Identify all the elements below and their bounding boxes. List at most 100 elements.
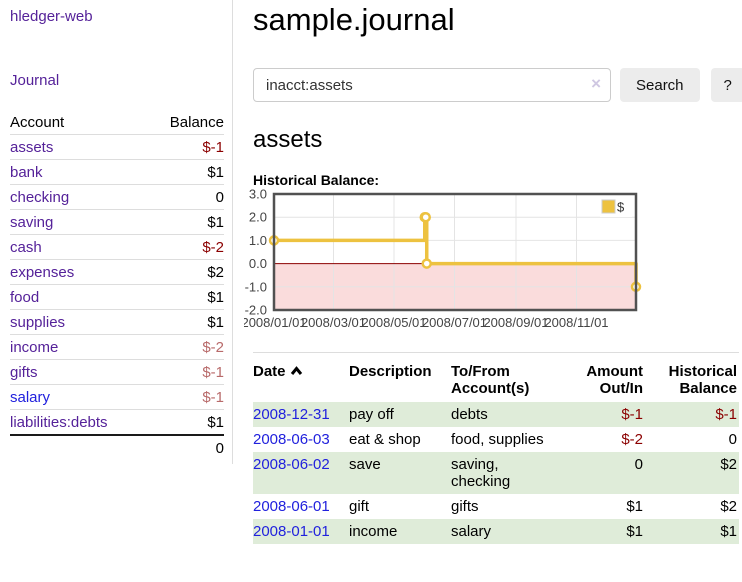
register-row: 2008-01-01 income salary $1 $1 [253,519,739,544]
transaction-amount: $1 [626,498,643,515]
transaction-accounts: debts [451,406,488,423]
account-row: salary $-1 [10,384,224,410]
journal-link[interactable]: Journal [10,72,60,89]
main-content: sample.journal × Search ? assets Histori… [233,0,742,544]
register-row: 2008-06-03 eat & shop food, supplies $-2… [253,427,739,452]
register-header-description: Description [349,363,432,380]
transaction-amount: $-1 [621,406,643,423]
account-row: bank $1 [10,159,224,185]
register-header-accounts: To/From Account(s) [451,363,530,397]
register-table: Date Description To/From Account(s) Amou… [253,352,739,544]
account-balance: $1 [147,159,224,185]
account-balance: $-2 [147,334,224,360]
register-row: 2008-06-01 gift gifts $1 $2 [253,494,739,519]
account-link-gifts[interactable]: gifts [10,364,38,381]
account-link-bank[interactable]: bank [10,164,43,181]
accounts-header-account: Account [10,110,148,135]
transaction-balance: 0 [728,431,737,448]
svg-text:2008/01/01: 2008/01/01 [244,315,307,330]
account-row: saving $1 [10,209,224,235]
account-balance: $-1 [147,384,224,410]
account-link-saving[interactable]: saving [10,214,54,231]
transaction-description: income [349,523,398,540]
account-link-salary[interactable]: salary [10,389,51,406]
help-button[interactable]: ? [710,68,742,102]
svg-text:$: $ [617,200,625,215]
account-link-checking[interactable]: checking [10,189,70,206]
transaction-description: pay off [349,406,394,423]
account-row: cash $-2 [10,234,224,260]
balance-chart: 3.0 2.0 1.0 0.0 -1.0 -2.0 2008/01/01 2008/03/01… [241,187,742,336]
transaction-balance: $2 [720,498,737,515]
account-balance: $1 [147,209,224,235]
clear-search-icon[interactable]: × [591,74,601,93]
account-row: assets $-1 [10,134,224,160]
account-link-cash[interactable]: cash [10,239,42,256]
transaction-amount: $1 [626,523,643,540]
svg-text:2008/03/01: 2008/03/01 [301,315,366,330]
account-row: gifts $-1 [10,359,224,385]
account-balance: $1 [147,284,224,310]
transaction-balance: $-1 [715,406,737,423]
account-balance: $1 [147,309,224,335]
account-link-expenses[interactable]: expenses [10,264,75,281]
svg-text:2.0: 2.0 [249,210,267,225]
sidebar: hledger-web Journal Account Balance asse… [0,0,233,464]
account-balance: $1 [147,409,224,436]
chart-title: Historical Balance: [253,172,380,188]
account-balance: $-1 [147,134,224,160]
account-row: checking 0 [10,184,224,210]
svg-text:3.0: 3.0 [249,189,267,202]
transaction-accounts: salary [451,523,492,540]
account-link-liabilities-debts[interactable]: liabilities:debts [10,414,108,431]
register-row: 2008-12-31 pay off debts $-1 $-1 [253,402,739,427]
brand-link[interactable]: hledger-web [10,8,93,25]
account-row: expenses $2 [10,259,224,285]
account-link-assets[interactable]: assets [10,139,54,156]
account-link-supplies[interactable]: supplies [10,314,66,331]
account-row: liabilities:debts $1 [10,409,224,436]
transaction-description: gift [349,498,370,515]
register-header-date-label: Date [253,363,286,380]
accounts-header-balance: Balance [147,110,224,135]
transaction-date-link[interactable]: 2008-06-03 [253,431,330,448]
accounts-total: 0 [215,440,224,457]
app-layout: hledger-web Journal Account Balance asse… [0,0,742,544]
account-row: supplies $1 [10,309,224,335]
account-row: food $1 [10,284,224,310]
accounts-table: Account Balance assets $-1 bank $1 check… [10,110,224,460]
account-balance: 0 [147,184,224,210]
account-link-food[interactable]: food [10,289,40,306]
account-heading: assets [253,126,323,153]
transaction-amount: $-2 [621,431,643,448]
sort-asc-icon [290,363,303,380]
svg-text:2008/05/01: 2008/05/01 [361,315,426,330]
transaction-description: eat & shop [349,431,421,448]
account-link-income[interactable]: income [10,339,59,356]
svg-text:2008/11/01: 2008/11/01 [544,315,608,330]
balance-chart-svg: 3.0 2.0 1.0 0.0 -1.0 -2.02008/01/012008/03/01… [241,187,642,330]
register-row: 2008-06-02 save saving, checking 0 $2 [253,452,739,494]
transaction-date-link[interactable]: 2008-06-01 [253,498,330,515]
register-header-date[interactable]: Date [253,353,349,403]
transaction-accounts: food, supplies [451,431,544,448]
transaction-accounts: saving, checking [451,456,511,490]
register-header-balance: Historical Balance [668,363,737,397]
transaction-accounts: gifts [451,498,479,515]
register-header-row: Date Description To/From Account(s) Amou… [253,353,739,403]
accounts-total-row: 0 [10,435,224,460]
account-row: income $-2 [10,334,224,360]
svg-text:2008/07/01: 2008/07/01 [422,315,487,330]
search-button[interactable]: Search [620,68,700,102]
svg-text:0.0: 0.0 [249,256,267,271]
account-balance: $-1 [147,359,224,385]
transaction-description: save [349,456,381,473]
transaction-amount: 0 [634,456,643,473]
transaction-date-link[interactable]: 2008-12-31 [253,406,330,423]
transaction-date-link[interactable]: 2008-01-01 [253,523,330,540]
transaction-date-link[interactable]: 2008-06-02 [253,456,330,473]
account-balance: $-2 [147,234,224,260]
register-header-amount: Amount Out/In [586,363,643,397]
search-input[interactable] [253,68,611,102]
svg-text:-2.0: -2.0 [245,303,267,318]
